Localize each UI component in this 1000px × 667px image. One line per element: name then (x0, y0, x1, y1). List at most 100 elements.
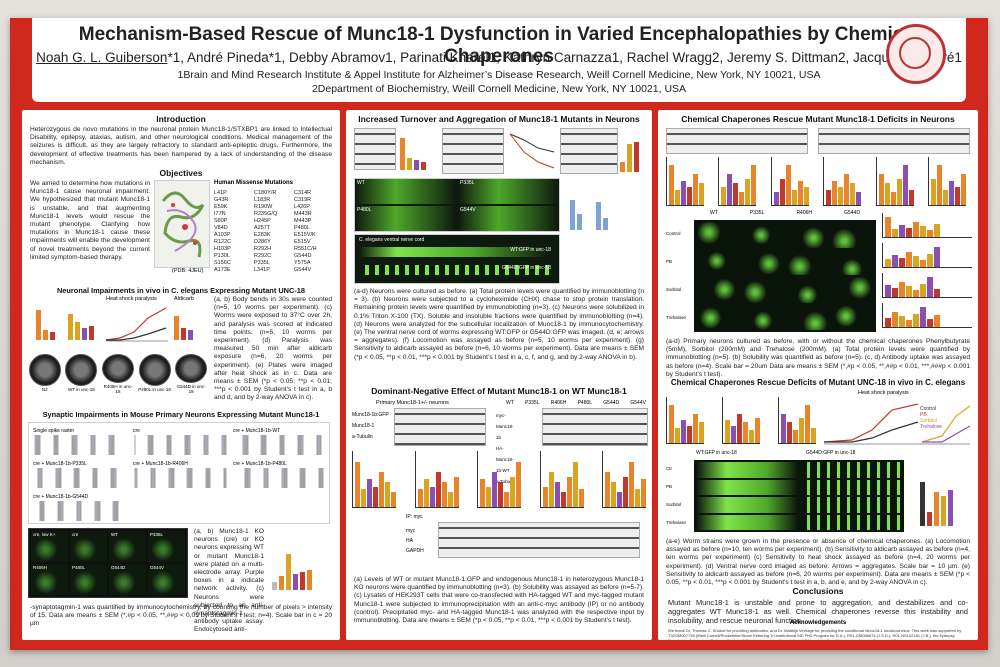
syt-image: R406H (31, 564, 68, 595)
ventral-cord-rescue: WT:GFP in unc-18 G544D:GFP in unc-18 Ctr… (666, 450, 906, 534)
rescue-col-label: R406H (796, 210, 813, 216)
legend-item: Control (920, 406, 937, 412)
uptake-image (696, 304, 739, 330)
bar (731, 426, 736, 443)
syt-image: P480L (70, 564, 107, 595)
antibody-uptake-images (694, 220, 876, 332)
dn-b-columns: WT P335L R406H P480L G544D G544V (506, 400, 646, 406)
bar (498, 482, 503, 507)
bar (554, 482, 560, 507)
cord-image (696, 514, 798, 530)
syt-image: cre, low K+ (31, 531, 68, 562)
celegans-caption: (a, b) Body bends in 30s were counted (n… (214, 296, 332, 402)
cord-row-label: Ctr (666, 466, 672, 471)
syt-image: G544V (148, 564, 185, 595)
bar (669, 405, 674, 443)
bar (68, 314, 73, 340)
bar (188, 330, 193, 340)
bar (578, 489, 584, 507)
pdb-caption: (PDB: 4JEU) (172, 268, 204, 274)
bar (687, 426, 692, 443)
bar (913, 255, 919, 267)
bar (743, 422, 748, 443)
neuron-image: P480L (355, 206, 456, 231)
bar (913, 313, 919, 327)
bar (504, 492, 509, 507)
bar (934, 314, 940, 327)
dn-b-row-label: a-Tubulin (496, 479, 515, 484)
bar (429, 487, 435, 507)
protein-structure-icon (161, 191, 205, 258)
mutation-item: A103P (214, 232, 231, 238)
mutation-item: S80P (214, 218, 228, 224)
plate-panel: G544D in unc-18 (174, 354, 208, 394)
bar (948, 490, 953, 526)
bar (927, 276, 933, 297)
uptake-image (831, 304, 874, 330)
cord-image (696, 479, 798, 495)
syt-image: G544D (109, 564, 146, 595)
mutation-item: L426P (294, 204, 310, 210)
bar (960, 174, 966, 205)
bar (391, 492, 396, 507)
cord-row-label: PB (666, 484, 673, 489)
celegans-rescue-heading: Chemical Chaperones Rescue Deficits of M… (670, 378, 966, 387)
objectives-text: We aimed to determine how mutations in M… (30, 180, 150, 261)
bar (286, 554, 291, 590)
bar (906, 251, 912, 267)
bar (617, 492, 622, 507)
bar (373, 487, 378, 507)
ack-heading: Acknowledgements (789, 620, 847, 626)
bar (913, 221, 919, 237)
legend-item: PB (920, 412, 927, 418)
body-bends-chart (36, 306, 55, 340)
uptake-image (696, 222, 739, 248)
mutation-item: M443R (294, 211, 312, 217)
poster-authors: Noah G. L. Guiberson*1, André Pineda*1, … (32, 50, 966, 65)
uptake-image (741, 277, 784, 303)
uptake-image (786, 249, 829, 275)
bar (181, 328, 186, 340)
plate-label: WT in unc-18 (68, 387, 95, 392)
plate-image (175, 354, 208, 383)
mutation-item: Y575A (294, 260, 311, 266)
raster-label: Single spike raster (33, 428, 74, 434)
synaptotagmin-images: cre, low K+ cre WT P335L R406H P480L G544D G544… (28, 528, 188, 598)
bar (699, 422, 704, 443)
bar (36, 310, 41, 340)
neuron-label: P335L (460, 180, 475, 186)
bar (727, 174, 733, 205)
dn-c-row-label: myc (406, 528, 416, 534)
uptake-image (741, 249, 784, 275)
objectives-heading: Objectives (159, 168, 203, 178)
bar (566, 477, 572, 507)
bar (620, 162, 625, 172)
dn-column-label: G544D (603, 400, 620, 406)
synaptic-heading: Synaptic Impairments in Mouse Primary Ne… (42, 410, 320, 419)
mutation-item: P130L (214, 253, 230, 259)
missense-table: L41P C180Y/R C314R G43R L183R C319R E59K R190W L… (214, 190, 334, 273)
mutation-item: M443P (294, 218, 312, 224)
celegans-rescue-bars (666, 394, 816, 444)
bar (913, 289, 919, 297)
uptake-image (786, 277, 829, 303)
heat-shock-rescue-label: Heat shock paralysis (858, 390, 909, 396)
uptake-bar-group (882, 272, 972, 298)
turnover-caption: (a-d) Neurons were cultured as before. (… (354, 288, 644, 361)
plate-panel: WT in unc-18 (65, 354, 99, 394)
intro-heading: Introduction (156, 114, 206, 124)
rescue-col-label: P335L (749, 210, 765, 216)
uptake-image (786, 222, 829, 248)
university-seal-icon (886, 24, 946, 84)
bar (89, 326, 94, 340)
nerve-cord-wt-image (359, 247, 549, 257)
bar (486, 487, 491, 507)
nerve-cord-wt-label: WT:GFP in unc-18 (510, 247, 551, 253)
bar (832, 181, 838, 205)
bar (681, 420, 686, 443)
dn-row-label: a-Tubulin (352, 434, 373, 440)
uptake-bar-group (882, 242, 972, 268)
cord-rescue-images (694, 460, 904, 532)
dn-column-label: P335L (525, 400, 540, 406)
ack-text: We thank Dr. Thomas C. Südhof for provid… (668, 628, 962, 640)
